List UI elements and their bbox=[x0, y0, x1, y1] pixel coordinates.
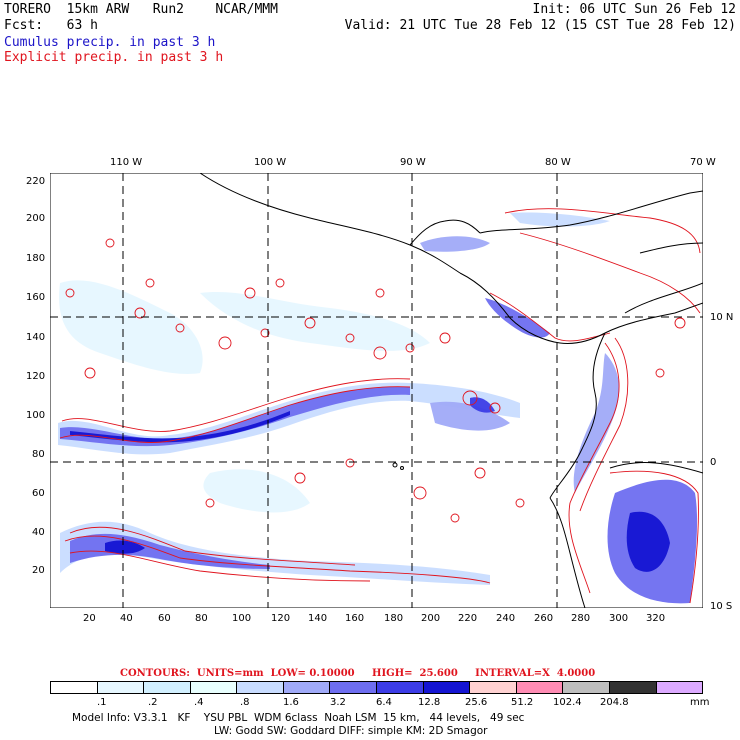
forecast-hour: Fcst: 63 h bbox=[4, 18, 98, 33]
lon-label: 70 W bbox=[690, 157, 716, 168]
y-tick: 160 bbox=[26, 292, 46, 303]
colorbar-swatch bbox=[516, 682, 564, 693]
colorbar-label: 6.4 bbox=[376, 697, 392, 708]
x-tick: 20 bbox=[83, 613, 96, 624]
y-tick: 20 bbox=[32, 565, 45, 576]
colorbar-unit: mm bbox=[690, 697, 710, 708]
model-info: Model Info: V3.3.1 KF YSU PBL WDM 6class… bbox=[72, 712, 525, 724]
colorbar-swatch bbox=[190, 682, 238, 693]
x-tick: 180 bbox=[384, 613, 404, 624]
colorbar-label: 51.2 bbox=[511, 697, 534, 708]
x-tick: 300 bbox=[609, 613, 629, 624]
x-tick: 40 bbox=[120, 613, 133, 624]
colorbar-label: 3.2 bbox=[330, 697, 346, 708]
y-tick: 120 bbox=[26, 371, 46, 382]
explicit-precip-contours bbox=[59, 208, 701, 604]
x-tick: 140 bbox=[308, 613, 328, 624]
colorbar-swatch bbox=[423, 682, 471, 693]
model-physics: LW: Godd SW: Goddard DIFF: simple KM: 2D… bbox=[214, 725, 488, 737]
lat-label: 10 N bbox=[710, 312, 734, 323]
x-tick: 160 bbox=[345, 613, 365, 624]
x-tick: 80 bbox=[195, 613, 208, 624]
y-tick: 140 bbox=[26, 332, 46, 343]
colorbar-swatch bbox=[237, 682, 284, 693]
y-tick: 100 bbox=[26, 410, 46, 421]
colorbar-label: 204.8 bbox=[600, 697, 629, 708]
x-tick: 280 bbox=[571, 613, 591, 624]
x-tick: 260 bbox=[534, 613, 554, 624]
x-tick: 240 bbox=[496, 613, 516, 624]
colorbar-swatch bbox=[283, 682, 331, 693]
y-tick: 80 bbox=[32, 449, 45, 460]
y-tick: 180 bbox=[26, 253, 46, 264]
x-tick: 320 bbox=[646, 613, 666, 624]
x-tick: 220 bbox=[458, 613, 478, 624]
precip-map bbox=[50, 173, 703, 608]
lon-label: 90 W bbox=[400, 157, 426, 168]
colorbar-swatch bbox=[144, 682, 191, 693]
cumulus-precip-fill bbox=[58, 212, 698, 604]
init-time: Init: 06 UTC Sun 26 Feb 12 bbox=[532, 2, 737, 17]
x-tick: 120 bbox=[271, 613, 291, 624]
x-tick: 60 bbox=[158, 613, 171, 624]
colorbar-label: .4 bbox=[194, 697, 204, 708]
model-title: TORERO 15km ARW Run2 NCAR/MMM bbox=[4, 2, 278, 17]
lon-label: 110 W bbox=[110, 157, 143, 168]
x-tick: 100 bbox=[232, 613, 252, 624]
colorbar-swatch bbox=[656, 682, 703, 693]
colorbar-swatch bbox=[609, 682, 657, 693]
lat-lon-grid bbox=[50, 173, 703, 608]
colorbar-swatch bbox=[330, 682, 378, 693]
colorbar bbox=[50, 681, 703, 694]
contours-info: CONTOURS: UNITS=mm LOW= 0.10000 HIGH= 25… bbox=[120, 668, 596, 679]
colorbar-swatch bbox=[51, 682, 98, 693]
y-tick: 40 bbox=[32, 527, 45, 538]
coastlines bbox=[199, 173, 703, 608]
colorbar-swatch bbox=[563, 682, 610, 693]
colorbar-label: 1.6 bbox=[283, 697, 299, 708]
colorbar-swatch bbox=[470, 682, 517, 693]
valid-time: Valid: 21 UTC Tue 28 Feb 12 (15 CST Tue … bbox=[344, 18, 736, 33]
colorbar-label: .1 bbox=[97, 697, 107, 708]
cumulus-label: Cumulus precip. in past 3 h bbox=[4, 35, 216, 50]
colorbar-label: 25.6 bbox=[465, 697, 488, 708]
lon-label: 100 W bbox=[254, 157, 287, 168]
lat-label: 0 bbox=[710, 457, 717, 468]
colorbar-label: .8 bbox=[240, 697, 250, 708]
explicit-label: Explicit precip. in past 3 h bbox=[4, 50, 224, 65]
colorbar-label: .2 bbox=[148, 697, 158, 708]
colorbar-label: 102.4 bbox=[553, 697, 582, 708]
lat-label: 10 S bbox=[710, 601, 733, 612]
x-tick: 200 bbox=[421, 613, 441, 624]
y-tick: 220 bbox=[26, 176, 46, 187]
lon-label: 80 W bbox=[545, 157, 571, 168]
y-tick: 200 bbox=[26, 213, 46, 224]
y-tick: 60 bbox=[32, 488, 45, 499]
colorbar-label: 12.8 bbox=[418, 697, 441, 708]
colorbar-swatch bbox=[377, 682, 424, 693]
colorbar-swatch bbox=[97, 682, 145, 693]
